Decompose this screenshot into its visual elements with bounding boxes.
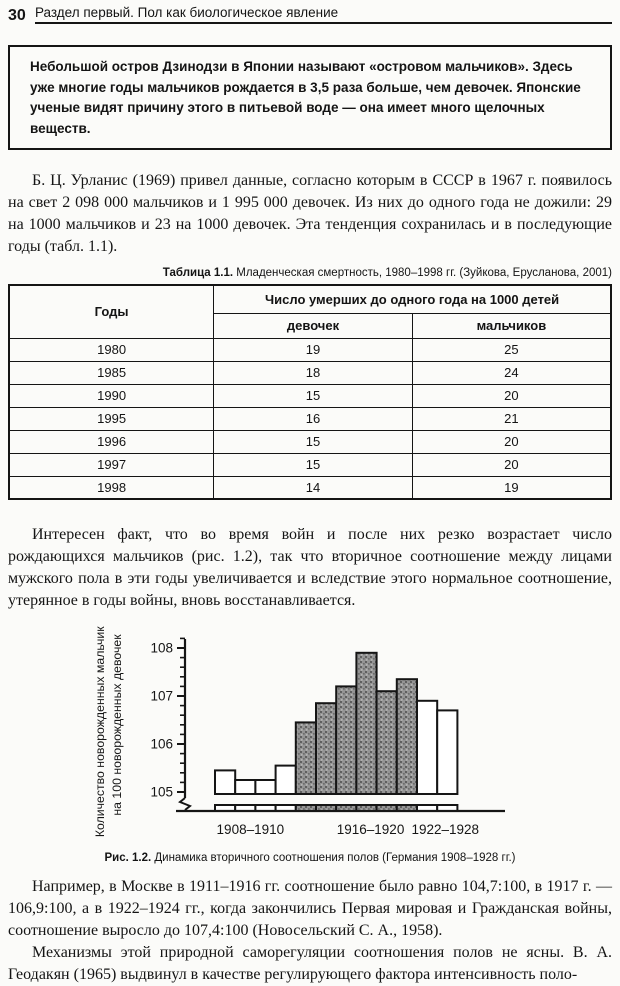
svg-text:на 100 новорожденных девочек: на 100 новорожденных девочек <box>110 634 124 816</box>
sex-ratio-bar-chart: 105 106 107 108 1908–1910 1916–1920 1922–1928 К… <box>93 613 505 837</box>
year-cell: 1990 <box>8 383 215 408</box>
boys-cell: 25 <box>411 337 612 362</box>
y-tick-label: 105 <box>150 785 173 800</box>
y-axis-title: Количество новорожденных мальчиков на 100… <box>93 613 124 837</box>
chart-bar <box>254 779 277 795</box>
chart-bar <box>436 709 459 795</box>
running-head: 30 Раздел первый. Пол как биологическое … <box>8 0 612 24</box>
chart-bar <box>395 678 418 796</box>
body-paragraph-3: Например, в Москве в 1911–1916 гг. соотн… <box>8 878 612 939</box>
chart-bar <box>335 685 358 795</box>
boys-cell: 20 <box>411 429 612 454</box>
girls-cell: 14 <box>213 475 413 500</box>
table-caption: Таблица 1.1. Младенческая смертность, 19… <box>8 267 612 279</box>
x-tick-label: 1908–1910 <box>217 822 285 837</box>
col-header-years: Годы <box>8 284 215 339</box>
chart-bar <box>315 702 338 795</box>
boys-cell: 19 <box>411 475 612 500</box>
body-paragraph-1: Б. Ц. Урланис (1969) привел данные, согл… <box>8 172 612 255</box>
table-row: 1990 15 20 <box>8 383 612 408</box>
chart-bar <box>355 651 378 795</box>
girls-cell: 16 <box>213 406 413 431</box>
boys-cell: 20 <box>411 452 612 477</box>
chart-bar <box>234 779 257 795</box>
chart-bar <box>274 764 297 796</box>
figure-caption: Рис. 1.2. Динамика вторичного соотношени… <box>8 852 612 864</box>
y-tick-label: 106 <box>150 737 173 752</box>
table-row: 1997 15 20 <box>8 452 612 477</box>
year-cell: 1985 <box>8 360 215 385</box>
chart-bar <box>416 699 439 795</box>
girls-cell: 15 <box>213 383 413 408</box>
chart-bar <box>375 690 398 795</box>
girls-cell: 15 <box>213 452 413 477</box>
x-tick-label: 1916–1920 <box>337 822 405 837</box>
year-cell: 1995 <box>8 406 215 431</box>
table-header-row-1: Годы Число умерших до одного года на 100… <box>8 284 612 339</box>
table-row: 1980 19 25 <box>8 337 612 362</box>
col-header-girls: девочек <box>213 312 413 339</box>
boys-cell: 21 <box>411 406 612 431</box>
table-row: 1995 16 21 <box>8 406 612 431</box>
body-paragraph-2: Интересен факт, что во время войн и посл… <box>8 526 612 609</box>
chart-bar <box>294 721 317 795</box>
mortality-table: Годы Число умерших до одного года на 100… <box>8 284 612 500</box>
body-paragraph-4: Механизмы этой природной саморегуляции с… <box>8 944 612 983</box>
girls-cell: 15 <box>213 429 413 454</box>
table-caption-text: Младенческая смертность, 1980–1998 гг. (… <box>233 267 612 279</box>
year-cell: 1996 <box>8 429 215 454</box>
y-tick-label: 108 <box>150 641 173 656</box>
table-row: 1998 14 19 <box>8 475 612 500</box>
table-row: 1996 15 20 <box>8 429 612 454</box>
boys-cell: 24 <box>411 360 612 385</box>
figure-caption-text: Динамика вторичного соотношения полов (Г… <box>151 852 516 864</box>
year-cell: 1998 <box>8 475 215 500</box>
figure-caption-label: Рис. 1.2. <box>104 852 152 864</box>
girls-cell: 19 <box>213 337 413 362</box>
year-cell: 1980 <box>8 337 215 362</box>
table-header-row-2: девочек мальчиков <box>9 312 612 339</box>
figure-1-2: 105 106 107 108 1908–1910 1916–1920 1922–1928 К… <box>8 613 612 864</box>
table-caption-label: Таблица 1.1. <box>162 267 234 279</box>
x-tick-label: 1922–1928 <box>411 822 479 837</box>
girls-cell: 18 <box>213 360 413 385</box>
boys-cell: 20 <box>411 383 612 408</box>
col-header-group: Число умерших до одного года на 1000 дет… <box>213 284 612 314</box>
y-tick-label: 107 <box>150 689 173 704</box>
svg-text:Количество новорожденных мальч: Количество новорожденных мальчиков <box>93 626 107 837</box>
table-row: 1985 18 24 <box>8 360 612 385</box>
info-box: Небольшой остров Дзинодзи в Японии назыв… <box>8 45 612 150</box>
col-header-boys: мальчиков <box>411 312 612 339</box>
running-head-title: Раздел первый. Пол как биологическое явл… <box>35 5 612 24</box>
info-box-text: Небольшой остров Дзинодзи в Японии назыв… <box>30 59 581 136</box>
axis-break-icon <box>178 797 192 811</box>
page-number: 30 <box>8 7 26 24</box>
chart-bar <box>214 769 237 795</box>
year-cell: 1997 <box>8 452 215 477</box>
